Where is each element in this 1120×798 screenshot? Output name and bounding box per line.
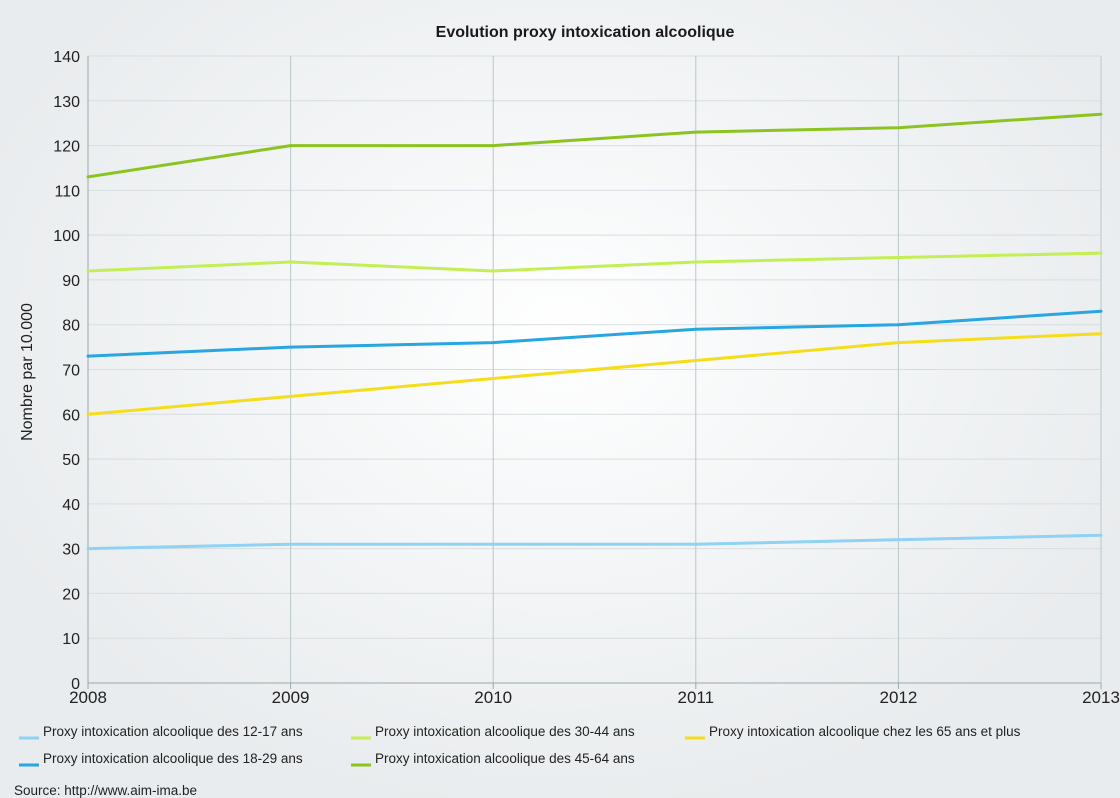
source-note: Source: http://www.aim-ima.be — [14, 783, 197, 798]
y-axis-label: Nombre par 10.000 — [19, 303, 36, 441]
legend-label: Proxy intoxication alcoolique chez les 6… — [709, 724, 1021, 739]
legend-label: Proxy intoxication alcoolique des 45-64 … — [375, 751, 635, 766]
series-line-0 — [86, 533, 1103, 551]
chart-title: Evolution proxy intoxication alcoolique — [436, 24, 735, 41]
legend-label: Proxy intoxication alcoolique des 18-29 … — [43, 751, 303, 766]
y-tick-label: 100 — [53, 228, 80, 245]
y-axis-ticks: 0 10 20 30 40 50 60 70 80 90 100 110 120 130 140 — [53, 49, 80, 693]
x-tick-label: 2010 — [474, 688, 512, 707]
y-tick-label: 20 — [62, 586, 80, 603]
y-tick-label: 80 — [62, 318, 80, 335]
y-tick-label: 40 — [62, 497, 80, 514]
legend-label: Proxy intoxication alcoolique des 12-17 … — [43, 724, 303, 739]
y-tick-label: 130 — [53, 94, 80, 111]
y-tick-label: 0 — [71, 676, 80, 693]
y-tick-label: 140 — [53, 49, 80, 66]
y-tick-label: 10 — [62, 631, 80, 648]
x-tick-label: 2013 — [1082, 688, 1120, 707]
series-lines — [86, 112, 1103, 551]
grid — [88, 55, 1102, 683]
series-line-4 — [86, 112, 1103, 179]
y-tick-label: 30 — [62, 542, 80, 559]
x-tick-label: 2012 — [879, 688, 917, 707]
x-axis-ticks: 2008 2009 2010 2011 2012 2013 — [69, 688, 1120, 707]
x-tick-label: 2009 — [272, 688, 310, 707]
series-line-2 — [86, 332, 1103, 416]
y-tick-label: 120 — [53, 139, 80, 156]
legend: Proxy intoxication alcoolique des 12-17 … — [19, 724, 1021, 767]
y-tick-label: 50 — [62, 452, 80, 469]
y-tick-label: 110 — [54, 183, 80, 200]
legend-label: Proxy intoxication alcoolique des 30-44 … — [375, 724, 635, 739]
y-tick-label: 90 — [62, 273, 80, 290]
y-tick-label: 60 — [62, 407, 80, 424]
axes — [87, 56, 1102, 689]
y-tick-label: 70 — [62, 363, 80, 380]
series-line-3 — [86, 309, 1103, 358]
series-line-1 — [86, 251, 1103, 273]
x-tick-label: 2008 — [69, 688, 107, 707]
x-tick-label: 2011 — [678, 688, 715, 707]
